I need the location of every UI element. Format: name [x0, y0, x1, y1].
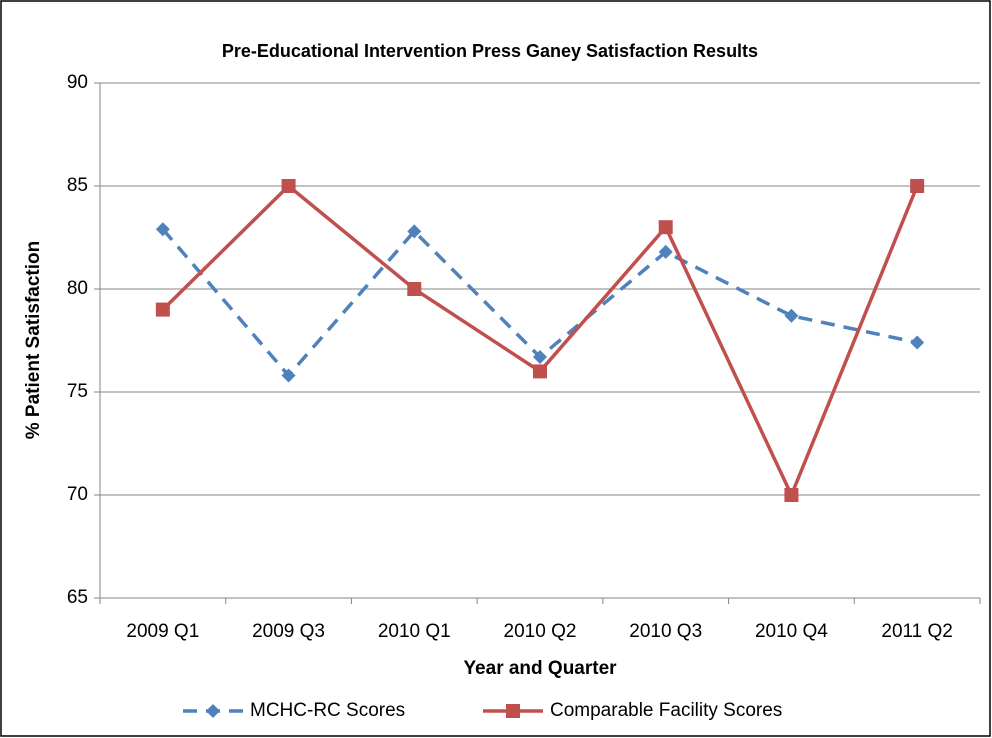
- legend-label: MCHC-RC Scores: [250, 700, 405, 721]
- y-axis-label: % Patient Satisfaction: [23, 241, 44, 440]
- x-tick-label: 2010 Q1: [378, 621, 451, 642]
- x-tick-label: 2010 Q2: [504, 621, 577, 642]
- marker: [910, 335, 925, 350]
- y-tick-label: 85: [67, 175, 88, 196]
- x-tick-label: 2009 Q1: [126, 621, 199, 642]
- marker: [533, 349, 547, 364]
- y-tick-label: 70: [67, 484, 88, 505]
- x-axis-label: Year and Quarter: [463, 658, 617, 679]
- marker: [407, 282, 422, 296]
- marker: [281, 368, 296, 383]
- y-tick-label: 65: [67, 587, 88, 608]
- marker: [910, 179, 925, 193]
- marker: [658, 220, 673, 235]
- y-tick-label: 75: [67, 381, 88, 402]
- marker: [506, 704, 520, 718]
- marker: [281, 179, 296, 193]
- x-tick-label: 2009 Q3: [252, 621, 325, 642]
- marker: [155, 302, 170, 317]
- y-tick-label: 90: [67, 72, 88, 93]
- chart-title: Pre-Educational Intervention Press Ganey…: [222, 41, 758, 61]
- marker: [533, 364, 547, 379]
- marker: [155, 222, 170, 237]
- y-tick-label: 80: [67, 278, 88, 299]
- marker: [407, 224, 422, 239]
- legend-label: Comparable Facility Scores: [550, 700, 782, 721]
- marker: [658, 244, 673, 259]
- x-tick-label: 2010 Q4: [755, 621, 828, 642]
- x-tick-label: 2010 Q3: [629, 621, 702, 642]
- marker: [784, 308, 799, 323]
- x-tick-label: 2011 Q2: [881, 621, 952, 642]
- marker: [206, 704, 220, 718]
- marker: [784, 488, 799, 502]
